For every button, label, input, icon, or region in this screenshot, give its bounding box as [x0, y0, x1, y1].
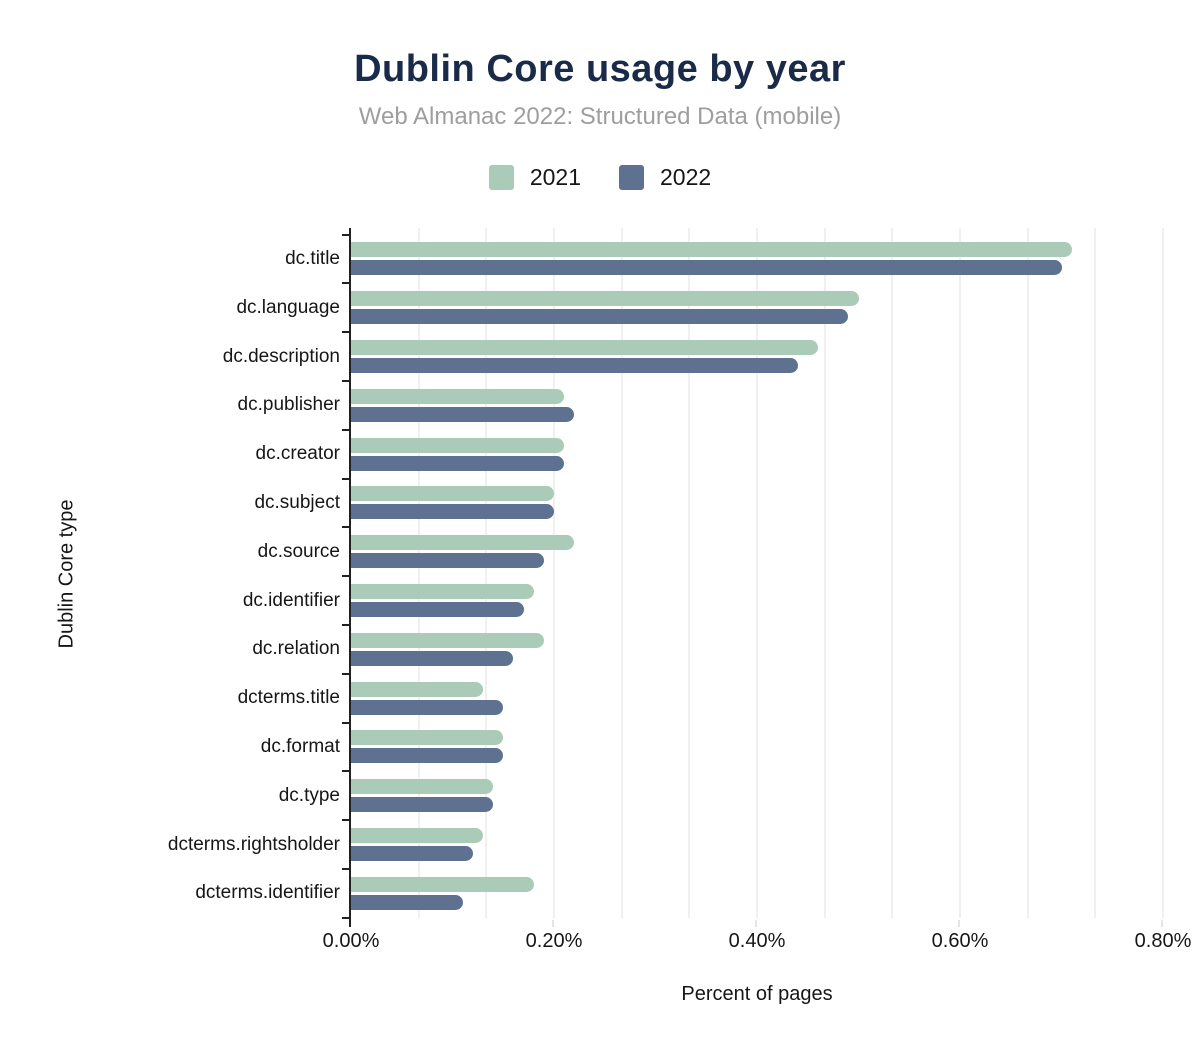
bar-2021-dc-creator[interactable] [351, 437, 565, 453]
x-tick-label: 0.00% [322, 930, 380, 952]
y-axis-tick [342, 770, 349, 773]
gridline [417, 228, 420, 918]
category-label: dc.creator [255, 443, 340, 465]
bar-2021-dcterms-title[interactable] [351, 681, 483, 697]
y-axis-tick [342, 623, 349, 626]
bar-2021-dcterms-identifier[interactable] [351, 876, 534, 892]
bar-2021-dc-subject[interactable] [351, 486, 554, 502]
category-label: dc.relation [252, 638, 340, 660]
category-label: dcterms.identifier [195, 882, 340, 904]
category-label: dc.publisher [237, 394, 340, 416]
y-axis-tick [342, 428, 349, 431]
x-tick-label: 0.40% [728, 930, 786, 952]
y-axis-tick [342, 379, 349, 382]
gridline [823, 228, 826, 918]
bar-2022-dc-title[interactable] [351, 260, 1062, 276]
y-axis-tick [342, 526, 349, 529]
category-label: dc.identifier [242, 589, 340, 611]
bar-2022-dc-identifier[interactable] [351, 602, 524, 617]
bar-2022-dcterms-identifier[interactable] [351, 894, 463, 910]
gridline [1026, 228, 1029, 918]
x-axis-tick [958, 920, 960, 927]
page-subtitle: Web Almanac 2022: Structured Data (mobil… [358, 103, 842, 130]
bar-2022-dc-format[interactable] [351, 748, 504, 764]
bar-2022-dc-source[interactable] [351, 553, 544, 569]
y-axis-tick [342, 672, 349, 675]
y-axis-title: Dublin Core type [55, 499, 78, 649]
x-tick-label: 0.80% [1134, 930, 1192, 952]
bar-2021-dc-format[interactable] [351, 730, 504, 746]
y-axis-line [349, 228, 351, 920]
x-axis-tick [1161, 920, 1163, 927]
bar-2022-dcterms-rightsholder[interactable] [351, 846, 473, 861]
page-title: Dublin Core usage by year [354, 48, 846, 90]
bar-2022-dc-description[interactable] [351, 358, 798, 373]
y-axis-tick [342, 233, 349, 236]
legend-item-2022[interactable]: 2022 [619, 164, 711, 191]
gridline [688, 228, 691, 918]
gridline [891, 228, 894, 918]
category-label: dc.source [257, 540, 340, 562]
gridline [756, 228, 758, 918]
category-label: dc.format [260, 735, 340, 757]
bar-2021-dc-type[interactable] [351, 779, 494, 795]
bar-2022-dc-type[interactable] [351, 797, 494, 813]
x-axis-title: Percent of pages [681, 983, 833, 1005]
y-axis-tick [342, 282, 349, 285]
legend-swatch-icon [619, 165, 644, 190]
bar-2021-dc-source[interactable] [351, 535, 575, 551]
gridline [959, 228, 961, 918]
gridline [485, 228, 488, 918]
bar-2022-dc-subject[interactable] [351, 504, 554, 520]
bar-2022-dc-relation[interactable] [351, 650, 514, 666]
bar-2021-dc-publisher[interactable] [351, 388, 565, 404]
y-axis-tick [342, 819, 349, 822]
gridline [1162, 228, 1164, 918]
bar-2021-dc-description[interactable] [351, 340, 818, 355]
bar-2021-dcterms-rightsholder[interactable] [351, 828, 483, 843]
x-tick-label: 0.60% [931, 930, 989, 952]
y-axis-tick [342, 477, 349, 480]
gridline [620, 228, 623, 918]
legend: 2021 2022 [0, 164, 1200, 191]
category-label: dc.subject [254, 491, 340, 513]
bar-2022-dc-publisher[interactable] [351, 406, 575, 422]
y-axis-tick [342, 331, 349, 334]
legend-swatch-icon [488, 165, 514, 190]
bar-2022-dc-language[interactable] [351, 309, 849, 325]
x-axis-tick [755, 920, 757, 927]
category-label: dc.type [278, 784, 340, 806]
legend-label: 2022 [660, 164, 712, 190]
category-label: dc.title [285, 247, 340, 269]
x-tick-label: 0.20% [525, 930, 583, 952]
y-axis-tick [342, 575, 349, 578]
bar-2021-dc-language[interactable] [351, 291, 859, 307]
bar-2021-dc-title[interactable] [351, 242, 1072, 258]
gridline [553, 228, 555, 918]
bar-2021-dc-identifier[interactable] [351, 584, 534, 599]
x-axis-tick [349, 920, 351, 927]
category-label: dc.language [236, 296, 340, 318]
y-axis-tick [342, 721, 349, 724]
bar-2022-dc-creator[interactable] [351, 455, 565, 471]
category-label: dc.description [222, 345, 340, 367]
category-label: dcterms.rightsholder [167, 833, 340, 855]
bar-2022-dcterms-title[interactable] [351, 699, 504, 715]
y-axis-tick [342, 867, 349, 870]
legend-label: 2021 [529, 164, 581, 190]
category-label: dcterms.title [237, 687, 340, 709]
y-axis-tick [342, 916, 349, 919]
legend-item-2021[interactable]: 2021 [488, 164, 581, 191]
bar-2021-dc-relation[interactable] [351, 632, 544, 648]
gridline [1094, 228, 1097, 918]
x-axis-tick [552, 920, 554, 927]
